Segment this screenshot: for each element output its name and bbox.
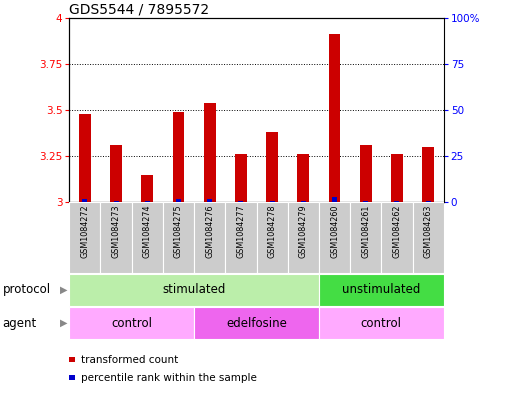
Bar [329,34,341,202]
FancyBboxPatch shape [319,202,350,273]
Text: GSM1084262: GSM1084262 [392,204,402,258]
Text: GSM1084279: GSM1084279 [299,204,308,258]
Text: GSM1084261: GSM1084261 [361,204,370,258]
Text: agent: agent [3,317,37,330]
Text: control: control [111,317,152,330]
Bar [363,200,368,202]
Text: GDS5544 / 7895572: GDS5544 / 7895572 [69,2,209,17]
FancyBboxPatch shape [69,307,194,339]
FancyBboxPatch shape [101,202,132,273]
Bar [239,200,243,202]
Text: GSM1084278: GSM1084278 [268,204,277,258]
Text: GSM1084263: GSM1084263 [424,204,432,258]
Bar [172,112,184,202]
Text: GSM1084277: GSM1084277 [236,204,245,258]
FancyBboxPatch shape [319,274,444,306]
Bar [204,103,215,202]
FancyBboxPatch shape [350,202,381,273]
Text: GSM1084274: GSM1084274 [143,204,152,258]
FancyBboxPatch shape [412,202,444,273]
Text: stimulated: stimulated [163,283,226,296]
Bar [79,114,91,202]
Bar [360,145,371,202]
Bar [266,132,278,202]
Bar [83,199,87,202]
Text: transformed count: transformed count [81,355,178,365]
Bar [422,147,434,202]
FancyBboxPatch shape [194,307,319,339]
Text: ▶: ▶ [60,285,68,295]
FancyBboxPatch shape [194,202,225,273]
Bar [270,200,274,202]
Text: GSM1084273: GSM1084273 [111,204,121,258]
FancyBboxPatch shape [163,202,194,273]
Text: protocol: protocol [3,283,51,296]
Bar [426,200,430,202]
Text: percentile rank within the sample: percentile rank within the sample [81,373,256,383]
FancyBboxPatch shape [288,202,319,273]
Bar [394,200,400,202]
Bar [301,200,306,202]
Bar [332,197,337,202]
Text: edelfosine: edelfosine [226,317,287,330]
FancyBboxPatch shape [69,202,101,273]
FancyBboxPatch shape [225,202,256,273]
Bar [142,174,153,202]
Text: GSM1084276: GSM1084276 [205,204,214,258]
Bar [207,199,212,202]
Text: GSM1084260: GSM1084260 [330,204,339,258]
Bar [235,154,247,202]
Bar [113,200,119,202]
Bar [298,154,309,202]
FancyBboxPatch shape [69,274,319,306]
Text: ▶: ▶ [60,318,68,328]
FancyBboxPatch shape [132,202,163,273]
Text: GSM1084275: GSM1084275 [174,204,183,258]
FancyBboxPatch shape [381,202,412,273]
Text: GSM1084272: GSM1084272 [81,204,89,258]
Text: unstimulated: unstimulated [342,283,421,296]
Bar [145,200,150,202]
Text: control: control [361,317,402,330]
Bar [110,145,122,202]
FancyBboxPatch shape [319,307,444,339]
FancyBboxPatch shape [256,202,288,273]
Bar [391,154,403,202]
Bar [176,199,181,202]
